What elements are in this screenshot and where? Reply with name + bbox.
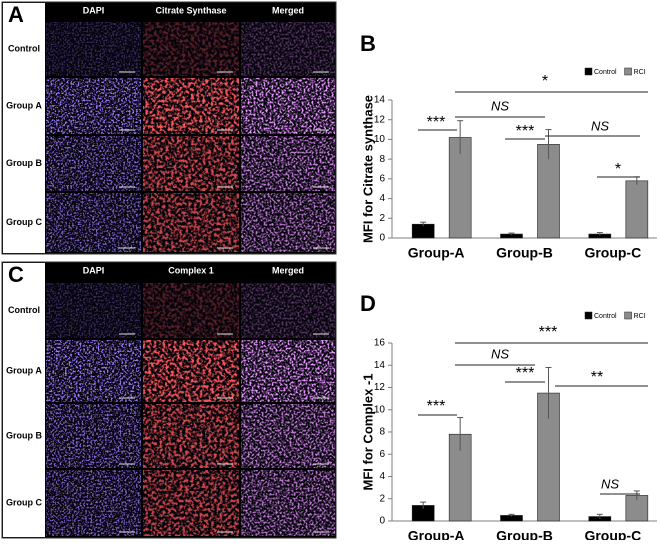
micrograph-signal <box>241 470 335 536</box>
micrograph-signal <box>143 193 239 252</box>
y-tick-label: 2 <box>379 493 385 504</box>
panel-label-bg <box>3 3 45 253</box>
micrograph-signal <box>46 340 141 402</box>
y-tick-label: 12 <box>374 114 386 125</box>
x-tick-label: Group-B <box>496 245 553 261</box>
legend-label: Control <box>594 313 617 320</box>
micrograph-signal <box>143 78 239 134</box>
y-tick-label: 8 <box>379 427 385 438</box>
panel-letter: C <box>8 262 24 287</box>
y-tick-label: 10 <box>374 134 386 145</box>
micrograph-signal <box>46 470 141 536</box>
bar <box>625 180 649 239</box>
legend-label: RCI <box>634 69 646 76</box>
micrograph-signal <box>46 404 141 468</box>
significance-label: *** <box>516 365 535 382</box>
column-header: DAPI <box>83 265 105 275</box>
micrograph-signal <box>143 340 239 402</box>
column-header: Complex 1 <box>168 265 214 275</box>
row-label: Group A <box>6 365 42 375</box>
legend-swatch <box>624 311 632 320</box>
row-label: Control <box>8 305 40 315</box>
x-tick-label: Group-C <box>584 528 641 540</box>
micrograph-signal <box>46 78 141 134</box>
significance-label: *** <box>516 123 535 140</box>
y-tick-label: 6 <box>379 173 385 184</box>
y-tick-label: 4 <box>379 193 385 204</box>
y-tick-label: 16 <box>374 338 386 349</box>
column-header: Merged <box>272 265 304 275</box>
micrograph-signal <box>46 136 141 191</box>
row-label: Group B <box>6 430 42 440</box>
y-tick-label: 14 <box>374 95 386 106</box>
significance-label: * <box>542 73 548 90</box>
y-tick-label: 12 <box>374 382 386 393</box>
legend-label: Control <box>594 69 617 76</box>
micrograph-signal <box>241 404 335 468</box>
micrograph-signal <box>241 136 335 191</box>
panel-letter: B <box>360 31 376 56</box>
micrograph-signal <box>143 136 239 191</box>
legend-swatch <box>584 311 593 320</box>
micrograph-signal <box>241 283 335 338</box>
micrograph-signal <box>143 283 239 338</box>
y-tick-label: 14 <box>374 360 386 371</box>
panel-letter: D <box>360 291 376 316</box>
y-tick-label: 0 <box>379 516 385 527</box>
column-header: DAPI <box>83 5 105 15</box>
significance-label: *** <box>427 398 446 415</box>
significance-label: NS <box>491 98 509 113</box>
legend-swatch <box>624 67 632 76</box>
row-label: Group A <box>6 100 42 110</box>
significance-label: ** <box>591 369 603 386</box>
x-tick-label: Group-A <box>408 245 465 261</box>
micrograph-signal <box>241 22 335 76</box>
x-tick-label: Group-C <box>584 245 641 261</box>
micrograph-signal <box>46 22 141 76</box>
significance-label: *** <box>427 114 446 131</box>
significance-label: NS <box>591 118 609 133</box>
micrograph-signal <box>241 193 335 252</box>
micrograph-signal <box>241 340 335 402</box>
column-header: Merged <box>272 5 304 15</box>
legend-swatch <box>584 67 593 76</box>
y-tick-label: 6 <box>379 449 385 460</box>
y-tick-label: 4 <box>379 471 385 482</box>
y-tick-label: 0 <box>379 233 385 244</box>
y-tick-label: 2 <box>379 213 385 224</box>
significance-label: NS <box>491 346 509 361</box>
y-tick-label: 10 <box>374 404 386 415</box>
row-label: Group C <box>6 217 42 227</box>
significance-label: NS <box>601 476 619 491</box>
micrograph-signal <box>46 193 141 252</box>
micrograph-signal <box>143 404 239 468</box>
significance-label: *** <box>539 324 558 341</box>
x-tick-label: Group-A <box>408 528 465 540</box>
row-label: Group C <box>6 497 42 507</box>
y-axis-label: MFI for Citrate synthase <box>360 95 375 243</box>
micrograph-signal <box>46 283 141 338</box>
y-tick-label: 8 <box>379 154 385 165</box>
legend-label: RCI <box>634 313 646 320</box>
significance-label: * <box>615 161 621 178</box>
panel-label-bg <box>3 263 45 537</box>
micrograph-signal <box>143 22 239 76</box>
y-axis-label: MFI for Complex -1 <box>360 373 375 490</box>
micrograph-signal <box>143 470 239 536</box>
x-tick-label: Group-B <box>496 528 553 540</box>
row-label: Control <box>8 43 40 53</box>
bar <box>411 223 435 239</box>
column-header: Citrate Synthase <box>155 5 226 15</box>
panel-letter: A <box>8 2 24 27</box>
row-label: Group B <box>6 158 42 168</box>
micrograph-signal <box>241 78 335 134</box>
